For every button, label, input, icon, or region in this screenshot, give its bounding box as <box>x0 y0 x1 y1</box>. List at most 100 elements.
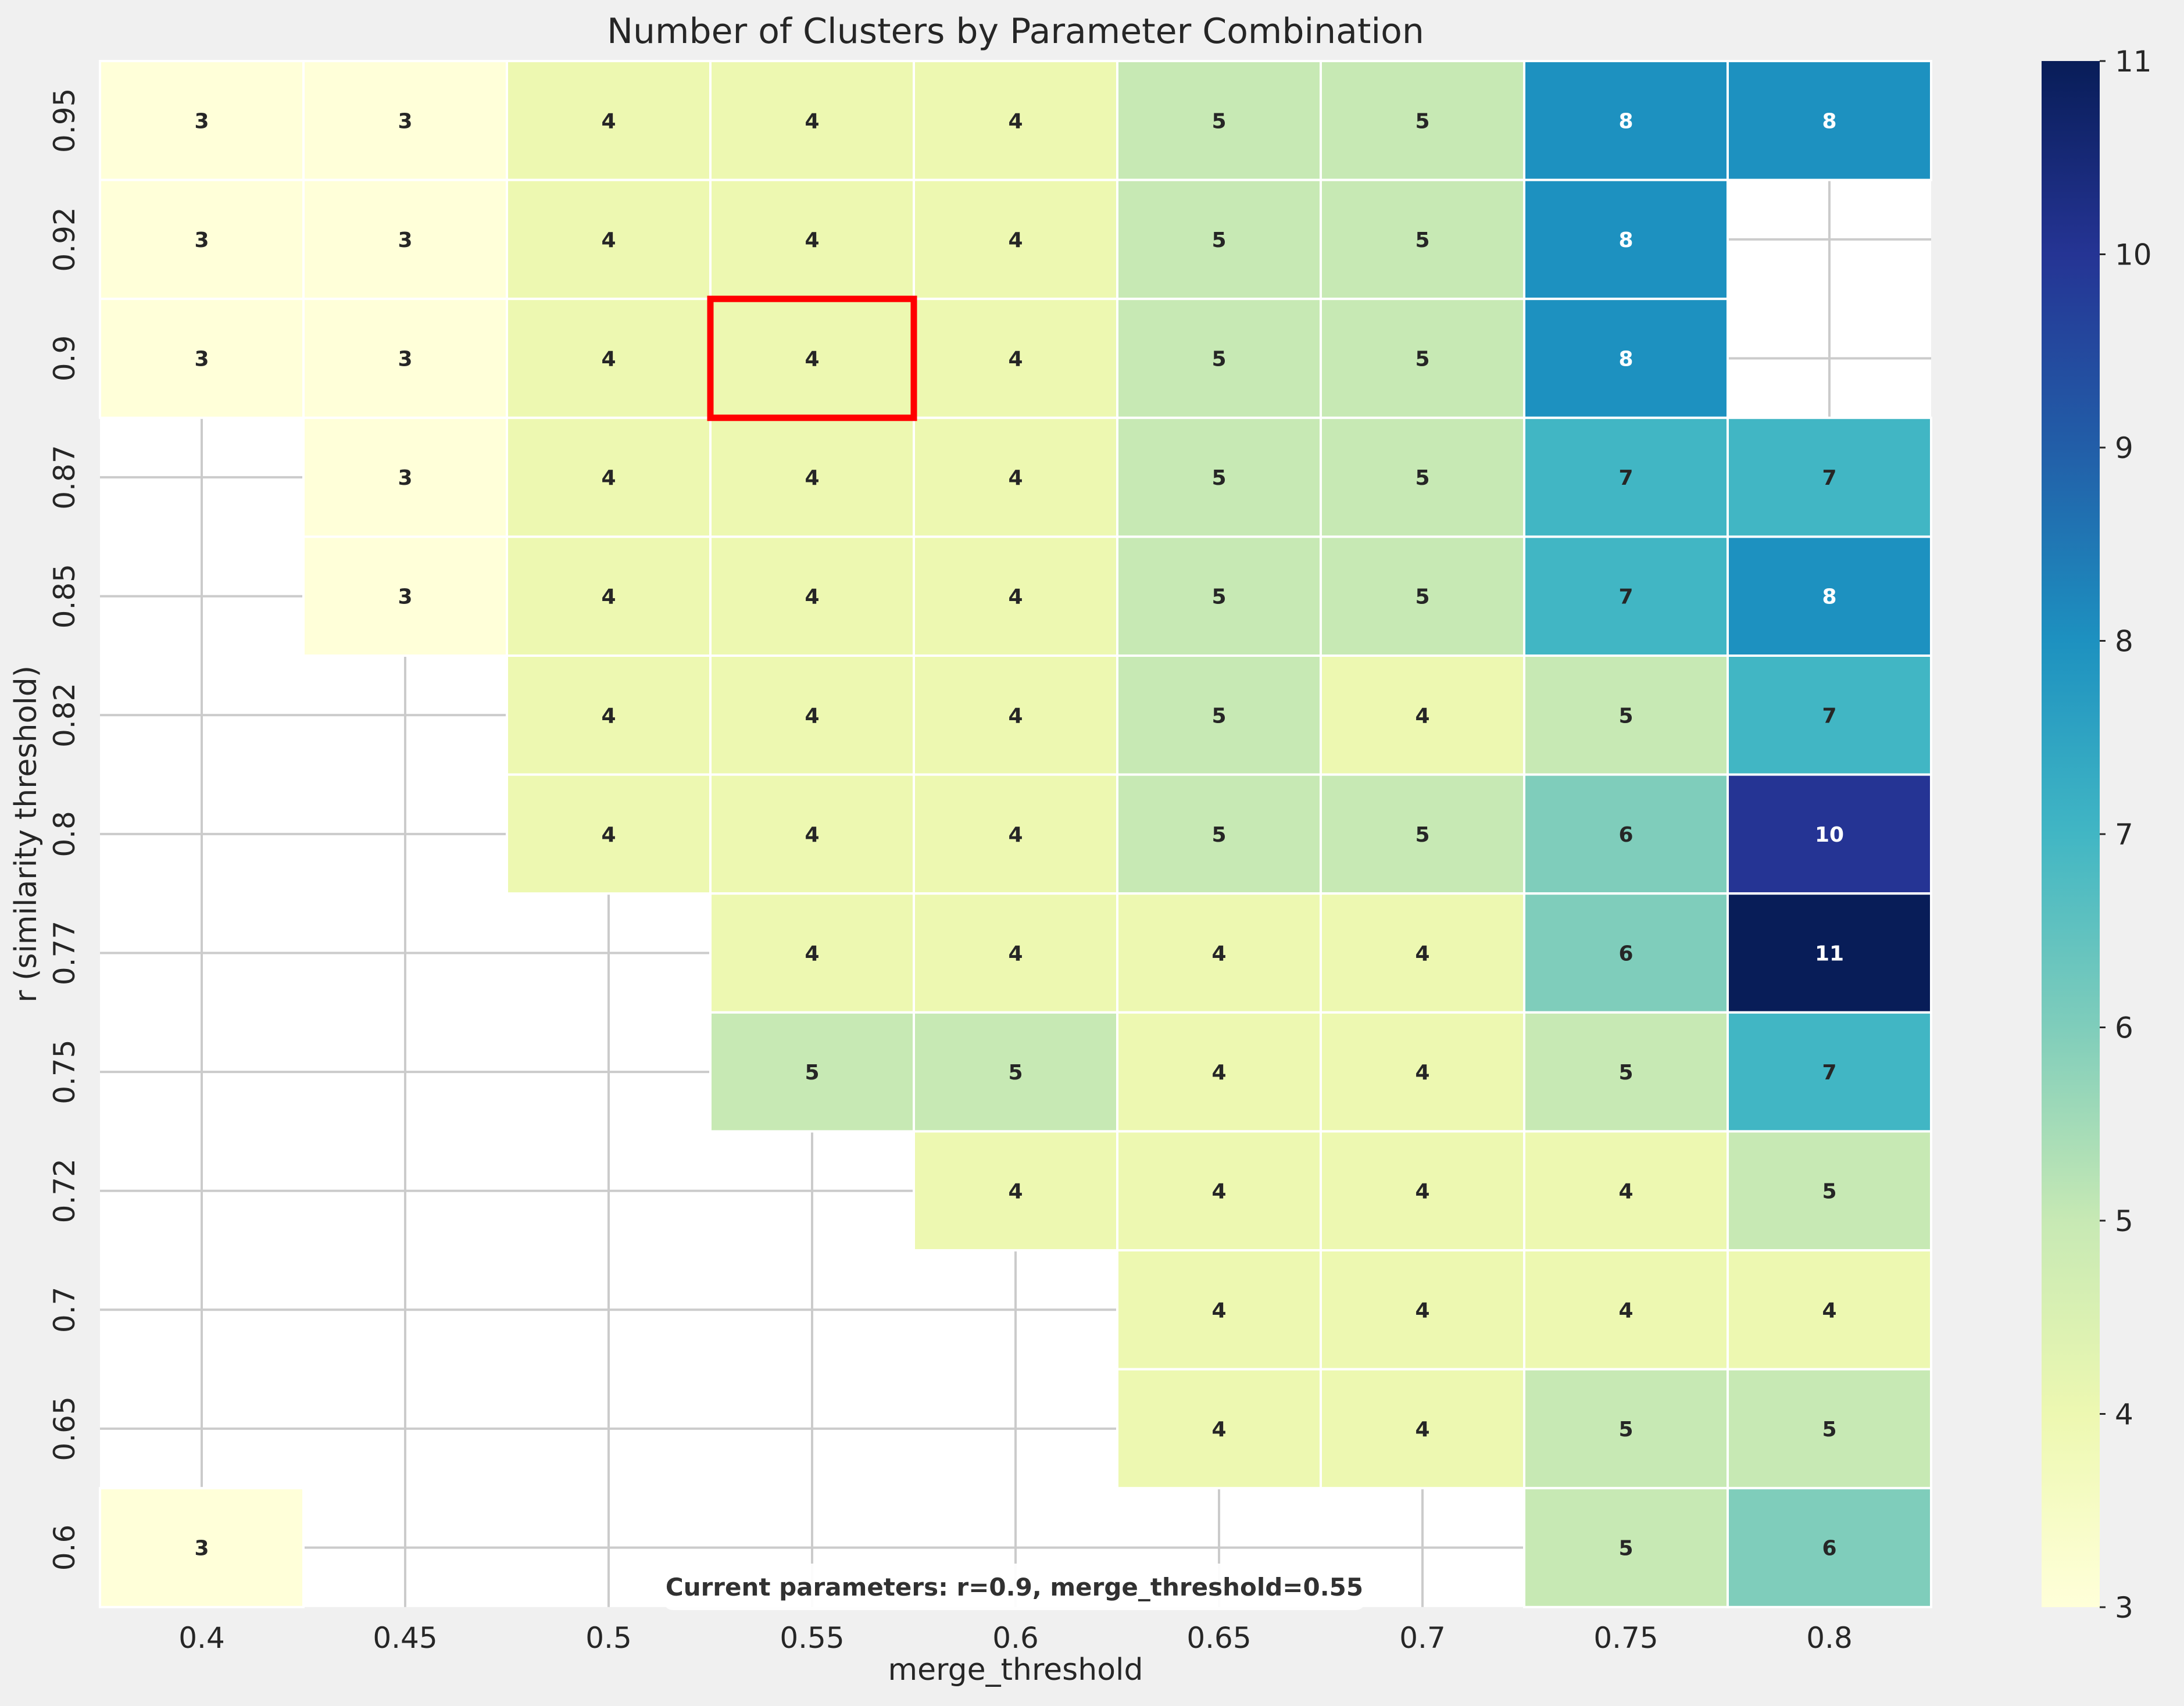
cell-value-label: 5 <box>1008 1061 1023 1085</box>
y-tick-label: 0.95 <box>48 88 81 153</box>
colorbar-tick-label: 10 <box>2115 238 2152 272</box>
heatmap-cell <box>1320 298 1525 419</box>
x-tick-label: 0.5 <box>585 1621 632 1655</box>
cell-value-label: 4 <box>1415 1061 1429 1085</box>
heatmap-cell <box>1727 773 1932 895</box>
cell-value-label: 5 <box>1211 466 1226 490</box>
chart-title: Number of Clusters by Parameter Combinat… <box>607 11 1424 52</box>
cell-value-label: 5 <box>1415 823 1429 847</box>
cell-value-label: 5 <box>1211 228 1226 252</box>
cell-value-label: 8 <box>1822 585 1836 609</box>
heatmap-cell <box>1116 1368 1322 1490</box>
heatmap-cell <box>1727 1130 1932 1252</box>
heatmap-cell <box>506 535 712 657</box>
heatmap-cell <box>1523 1011 1729 1133</box>
cell-value-label: 5 <box>1211 704 1226 728</box>
heatmap-cell <box>913 535 1118 657</box>
heatmap-cell <box>1116 773 1322 895</box>
y-tick-label: 0.75 <box>48 1039 81 1104</box>
cell-value-label: 5 <box>1211 823 1226 847</box>
y-tick-label: 0.9 <box>48 335 81 382</box>
cell-value-label: 4 <box>601 466 616 490</box>
cell-value-label: 4 <box>1822 1299 1836 1322</box>
cell-value-label: 10 <box>1815 823 1844 847</box>
cell-value-label: 6 <box>1822 1537 1836 1561</box>
cell-value-label: 4 <box>1415 1418 1429 1442</box>
cell-value-label: 4 <box>601 823 616 847</box>
heatmap-cell <box>1320 1011 1525 1133</box>
cell-value-label: 5 <box>1822 1418 1836 1442</box>
cell-value-label: 5 <box>1618 1537 1633 1561</box>
cell-value-label: 4 <box>601 109 616 133</box>
x-tick-label: 0.6 <box>992 1621 1039 1655</box>
cell-value-label: 5 <box>1415 228 1429 252</box>
y-tick-label: 0.77 <box>48 921 81 985</box>
heatmap-cell <box>1320 535 1525 657</box>
heatmap-cell <box>506 773 712 895</box>
heatmap-cell <box>1727 1487 1932 1608</box>
heatmap-cell <box>1116 1249 1322 1371</box>
cell-value-label: 4 <box>1211 1418 1226 1442</box>
cell-value-label: 5 <box>1211 109 1226 133</box>
heatmap-cell <box>1320 1249 1525 1371</box>
cell-value-label: 4 <box>1008 823 1023 847</box>
cell-value-label: 7 <box>1822 1061 1836 1085</box>
x-tick-label: 0.7 <box>1399 1621 1446 1655</box>
heatmap-cell <box>913 178 1118 301</box>
colorbar-tick-label: 4 <box>2115 1398 2133 1432</box>
x-tick-label: 0.65 <box>1186 1621 1251 1655</box>
cell-value-label: 3 <box>398 585 412 609</box>
cell-value-label: 8 <box>1618 109 1633 133</box>
cell-value-label: 4 <box>601 704 616 728</box>
heatmap-cell <box>913 416 1118 538</box>
cell-value-label: 4 <box>1211 1299 1226 1322</box>
cell-value-label: 4 <box>805 228 819 252</box>
heatmap-cell <box>1116 1130 1322 1252</box>
heatmap-cell <box>1727 1011 1932 1133</box>
cell-value-label: 4 <box>1008 466 1023 490</box>
cell-value-label: 4 <box>601 585 616 609</box>
colorbar-tick-label: 5 <box>2115 1204 2133 1238</box>
colorbar-tick-label: 11 <box>2115 45 2152 78</box>
cell-value-label: 3 <box>398 466 412 490</box>
cell-value-label: 6 <box>1618 823 1633 847</box>
cell-value-label: 4 <box>1618 1180 1633 1204</box>
cell-value-label: 4 <box>1415 1180 1429 1204</box>
cell-value-label: 3 <box>398 348 412 371</box>
cell-value-label: 5 <box>1211 348 1226 371</box>
heatmap-cell <box>913 1011 1118 1133</box>
cell-value-label: 8 <box>1618 228 1633 252</box>
y-tick-label: 0.6 <box>48 1525 81 1571</box>
x-axis-label: merge_threshold <box>888 1653 1143 1687</box>
cell-value-label: 5 <box>1211 585 1226 609</box>
colorbar-tick-label: 9 <box>2115 431 2133 465</box>
heatmap-cell <box>1116 1011 1322 1133</box>
x-tick-label: 0.4 <box>178 1621 225 1655</box>
cell-value-label: 4 <box>1008 942 1023 966</box>
current-parameters-annotation: Current parameters: r=0.9, merge_thresho… <box>663 1564 1366 1610</box>
cell-value-label: 4 <box>1211 942 1226 966</box>
cell-value-label: 4 <box>1008 1180 1023 1204</box>
cell-value-label: 4 <box>805 585 819 609</box>
cell-value-label: 3 <box>194 1537 209 1561</box>
heatmap-cell <box>709 654 915 776</box>
colorbar <box>2042 61 2100 1607</box>
cell-value-label: 6 <box>1618 942 1633 966</box>
heatmap-cell <box>1523 1130 1729 1252</box>
y-axis-label: r (similarity threshold) <box>9 666 44 1003</box>
y-tick-label: 0.7 <box>48 1287 81 1333</box>
heatmap-cell <box>1523 60 1729 181</box>
cell-value-label: 5 <box>1415 585 1429 609</box>
y-tick-label: 0.85 <box>48 564 81 628</box>
heatmap-cell <box>709 60 915 181</box>
heatmap-cell <box>1116 298 1322 419</box>
heatmap-cell <box>1727 416 1932 538</box>
heatmap-cell <box>1320 1130 1525 1252</box>
cell-value-label: 3 <box>398 109 412 133</box>
cell-value-label: 11 <box>1815 942 1844 966</box>
colorbar-tick-label: 7 <box>2115 818 2133 852</box>
heatmap-cell <box>709 178 915 301</box>
cell-value-label: 4 <box>601 348 616 371</box>
heatmap-cell <box>302 416 508 538</box>
